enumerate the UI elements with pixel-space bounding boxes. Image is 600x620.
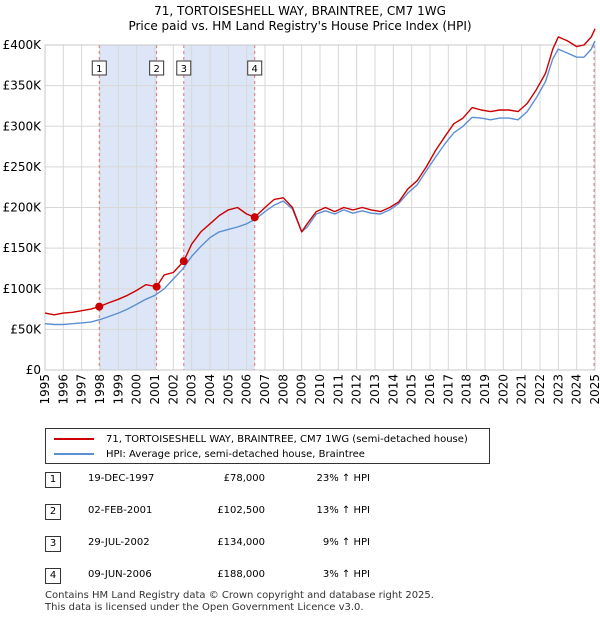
sale-number-label: 4 (252, 64, 258, 75)
y-tick-label: £100K (3, 282, 43, 296)
x-tick-label: 2011 (331, 374, 345, 405)
transaction-hpi-diff: 13% ↑ HPI (316, 505, 370, 516)
x-tick-label: 2023 (551, 374, 565, 405)
series-line-property (44, 28, 596, 316)
x-tick-label: 1998 (93, 374, 107, 405)
x-tick-label: 2018 (460, 374, 474, 405)
sale-number-label: 1 (96, 64, 102, 75)
transaction-date: 19-DEC-1997 (88, 473, 155, 484)
sale-number-label: 2 (153, 64, 159, 75)
transaction-number: 3 (45, 536, 61, 552)
transaction-date: 29-JUL-2002 (88, 537, 150, 548)
sale-point (95, 302, 104, 311)
x-tick-label: 1997 (75, 374, 89, 405)
x-tick-label: 2024 (570, 374, 584, 405)
plot-frame (44, 44, 596, 371)
sale-number-label: 3 (181, 64, 187, 75)
chart-subtitle: Price paid vs. HM Land Registry's House … (128, 19, 472, 33)
x-tick-label: 2021 (515, 374, 529, 405)
table-row: 2 02-FEB-2001 £102,500 13% ↑ HPI (45, 504, 385, 536)
legend-swatch-hpi (54, 453, 94, 455)
x-tick-label: 2000 (130, 374, 144, 405)
price-chart: £0 £50K £100K £150K £200K £250K £300K £350K £400… (3, 28, 600, 405)
x-tick-label: 2007 (258, 374, 272, 405)
legend-label-property: 71, TORTOISESHELL WAY, BRAINTREE, CM7 1W… (106, 433, 468, 445)
transaction-hpi-diff: 3% ↑ HPI (322, 569, 370, 580)
x-tick-label: 2015 (405, 374, 419, 405)
x-tick-label: 2006 (240, 374, 254, 405)
x-tick-label: 2002 (166, 374, 180, 405)
footer-licence: This data is licensed under the Open Gov… (45, 602, 364, 613)
transaction-price: £134,000 (217, 537, 265, 548)
table-row: 1 19-DEC-1997 £78,000 23% ↑ HPI (45, 472, 385, 504)
sale-number-box (91, 60, 107, 76)
sale-point (179, 257, 188, 266)
table-row: 3 29-JUL-2002 £134,000 9% ↑ HPI (45, 536, 385, 568)
x-tick-label: 2020 (496, 374, 510, 405)
y-tick-label: £150K (3, 241, 43, 255)
x-tick-label: 2004 (203, 374, 217, 405)
table-row: 4 09-JUN-2006 £188,000 3% ↑ HPI (45, 568, 385, 600)
y-tick-label: £200K (3, 201, 43, 215)
sale-number-box (247, 60, 263, 76)
transaction-number: 1 (45, 472, 61, 488)
y-tick-label: £250K (3, 160, 43, 174)
transaction-date: 02-FEB-2001 (88, 505, 153, 516)
chart-legend: 71, TORTOISESHELL WAY, BRAINTREE, CM7 1W… (45, 428, 490, 464)
y-tick-label: £350K (3, 79, 43, 93)
x-tick-label: 2010 (313, 374, 327, 405)
x-tick-label: 2012 (350, 374, 364, 405)
x-tick-label: 2008 (276, 374, 290, 405)
sale-point (250, 213, 259, 222)
legend-swatch-property (54, 438, 94, 440)
legend-item-hpi: HPI: Average price, semi-detached house,… (54, 447, 365, 461)
transaction-number: 2 (45, 504, 61, 520)
transaction-number: 4 (45, 568, 61, 584)
x-tick-label: 2017 (441, 374, 455, 405)
x-tick-label: 2022 (533, 374, 547, 405)
sale-number-box (176, 60, 192, 76)
x-tick-label: 2014 (386, 374, 400, 405)
x-tick-label: 2005 (221, 374, 235, 405)
x-tick-label: 1996 (56, 374, 70, 405)
y-tick-label: £400K (3, 38, 43, 52)
x-tick-label: 2016 (423, 374, 437, 405)
transaction-price: £102,500 (217, 505, 265, 516)
legend-item-property: 71, TORTOISESHELL WAY, BRAINTREE, CM7 1W… (54, 432, 468, 446)
chart-title: 71, TORTOISESHELL WAY, BRAINTREE, CM7 1W… (154, 4, 446, 18)
legend-label-hpi: HPI: Average price, semi-detached house,… (106, 448, 365, 460)
transactions-table: 1 19-DEC-1997 £78,000 23% ↑ HPI 2 02-FEB… (45, 472, 385, 600)
transaction-hpi-diff: 9% ↑ HPI (322, 537, 370, 548)
footer-copyright: Contains HM Land Registry data © Crown c… (45, 590, 434, 601)
y-tick-label: £300K (3, 119, 43, 133)
x-tick-label: 2013 (368, 374, 382, 405)
x-tick-label: 2025 (588, 374, 600, 405)
sale-number-box (149, 60, 165, 76)
transaction-price: £78,000 (223, 473, 265, 484)
series-line-hpi (44, 40, 596, 326)
x-tick-label: 2003 (185, 374, 199, 405)
x-tick-label: 2019 (478, 374, 492, 405)
x-tick-label: 1999 (111, 374, 125, 405)
transaction-date: 09-JUN-2006 (88, 569, 152, 580)
y-tick-label: £50K (10, 322, 42, 336)
x-tick-label: 1995 (38, 374, 52, 405)
transaction-hpi-diff: 23% ↑ HPI (316, 473, 370, 484)
transaction-price: £188,000 (217, 569, 265, 580)
x-tick-label: 2009 (295, 374, 309, 405)
sale-point (152, 282, 161, 291)
x-tick-label: 2001 (148, 374, 162, 405)
y-tick-label: £0 (26, 363, 41, 377)
